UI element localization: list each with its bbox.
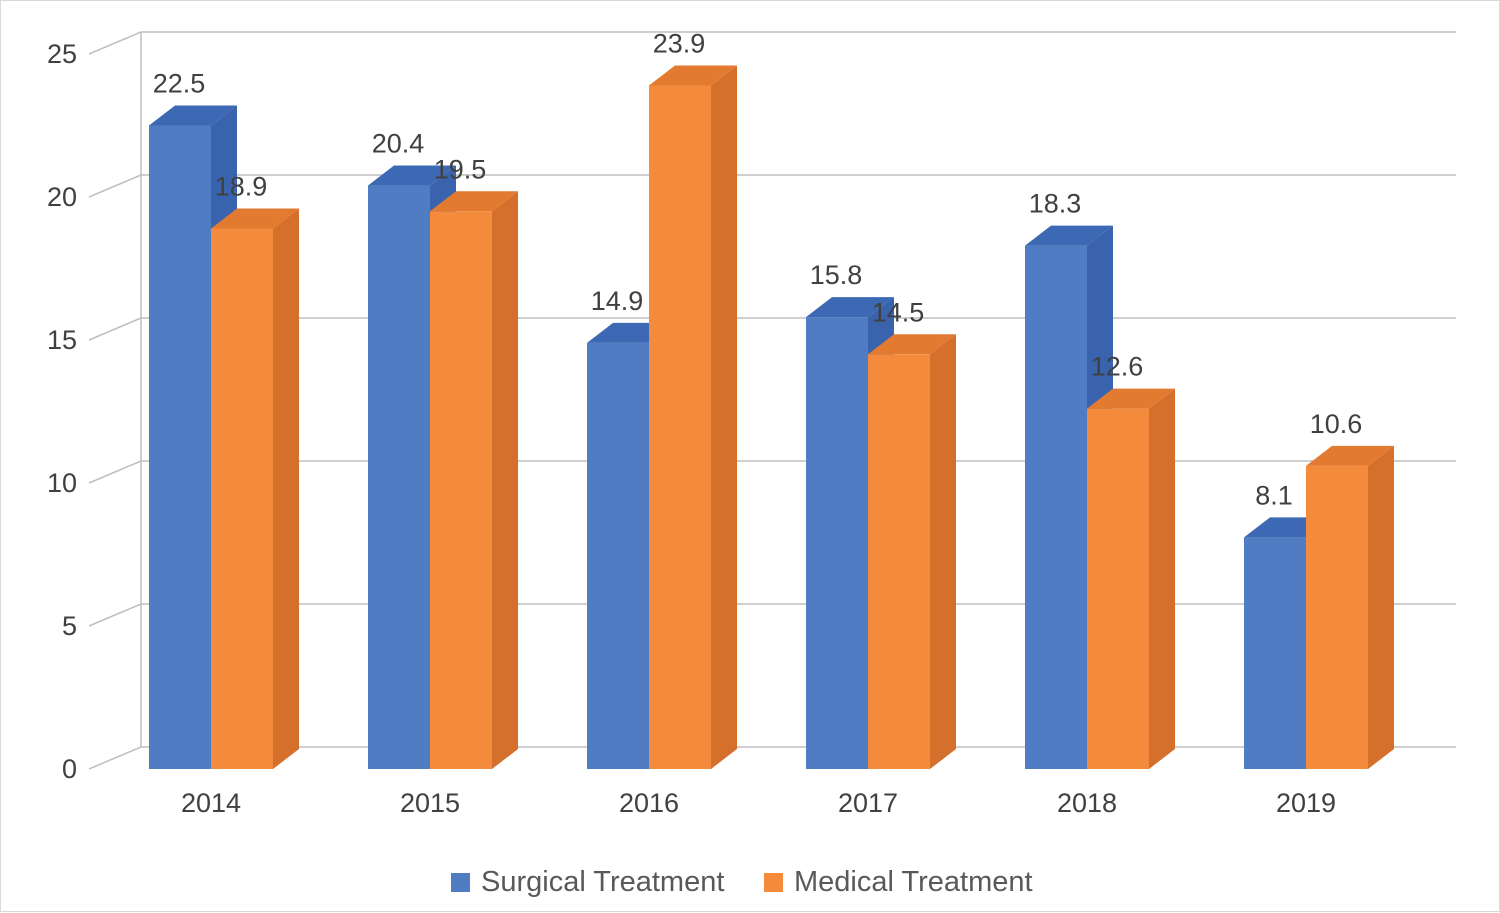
legend-swatch — [451, 873, 470, 892]
bar — [211, 228, 273, 769]
y-tick-label: 20 — [47, 182, 77, 212]
data-label: 19.5 — [434, 154, 487, 184]
bar-top — [1306, 445, 1394, 466]
gridline-diagonal — [88, 603, 142, 627]
bar-side — [492, 191, 518, 770]
data-label: 20.4 — [372, 129, 425, 159]
bar — [587, 342, 649, 769]
bar-side — [1149, 388, 1175, 769]
bar — [1025, 245, 1087, 769]
bar-top — [868, 334, 956, 355]
bar — [368, 185, 430, 769]
gridline-diagonal — [88, 174, 142, 198]
x-tick-label: 2018 — [1057, 788, 1117, 818]
bar-top — [368, 165, 456, 186]
bar-side — [930, 334, 956, 769]
bar-top — [649, 65, 737, 86]
bar-side — [273, 208, 299, 769]
bar — [806, 317, 868, 769]
y-tick-label: 15 — [47, 325, 77, 355]
bar — [649, 85, 711, 769]
bar-side — [711, 65, 737, 769]
bar — [1087, 408, 1149, 769]
data-label: 10.6 — [1310, 409, 1363, 439]
bar-top — [1025, 225, 1113, 246]
y-tick-label: 5 — [62, 611, 77, 641]
gridline-diagonal — [88, 31, 142, 55]
gridline-diagonal — [88, 746, 142, 770]
legend-swatch — [764, 873, 783, 892]
data-label: 8.1 — [1255, 480, 1293, 510]
bar-top — [1087, 388, 1175, 409]
data-label: 22.5 — [153, 69, 206, 99]
data-label: 14.5 — [872, 297, 925, 327]
bar-side — [1368, 445, 1394, 769]
x-tick-label: 2014 — [181, 788, 241, 818]
data-label: 12.6 — [1091, 352, 1144, 382]
bar — [430, 211, 492, 770]
legend-label: Medical Treatment — [794, 866, 1033, 898]
bar-top — [211, 208, 299, 229]
gridline-diagonal — [88, 317, 142, 341]
x-tick-label: 2015 — [400, 788, 460, 818]
bar — [868, 354, 930, 769]
x-tick-label: 2016 — [619, 788, 679, 818]
data-label: 23.9 — [653, 28, 706, 58]
bar-top — [430, 191, 518, 212]
bar-top — [149, 105, 237, 126]
y-tick-label: 10 — [47, 468, 77, 498]
data-label: 18.3 — [1029, 189, 1082, 219]
legend-label: Surgical Treatment — [481, 866, 724, 898]
bar — [1244, 537, 1306, 769]
data-label: 18.9 — [215, 171, 268, 201]
y-tick-label: 0 — [62, 754, 77, 784]
x-tick-label: 2019 — [1276, 788, 1336, 818]
gridline-diagonal — [88, 460, 142, 484]
data-label: 14.9 — [591, 286, 644, 316]
x-tick-label: 2017 — [838, 788, 898, 818]
data-label: 15.8 — [810, 260, 863, 290]
bar — [149, 125, 211, 769]
bar-top — [806, 297, 894, 318]
bar — [1306, 465, 1368, 769]
y-tick-label: 25 — [47, 39, 77, 69]
